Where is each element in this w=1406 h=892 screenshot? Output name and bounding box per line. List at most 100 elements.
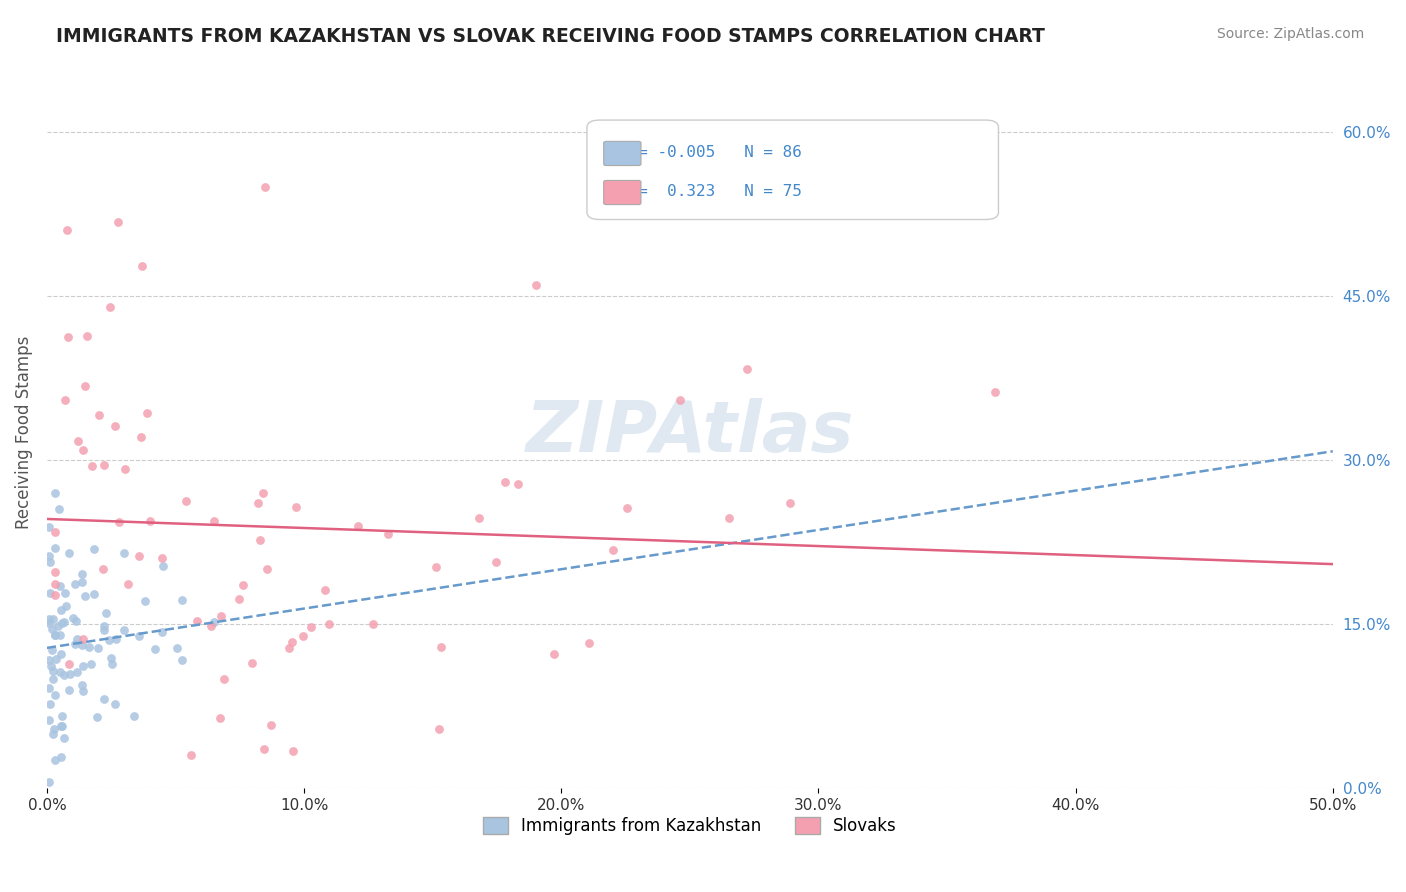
Point xyxy=(543,647,565,661)
Point xyxy=(150,550,173,565)
Point xyxy=(96,606,118,620)
Point xyxy=(117,577,139,591)
Point xyxy=(42,612,65,626)
Point xyxy=(44,565,66,579)
Point xyxy=(361,616,384,631)
Point xyxy=(202,615,225,630)
Point xyxy=(93,692,115,706)
Point xyxy=(208,711,231,725)
Text: R =  0.323   N = 75: R = 0.323 N = 75 xyxy=(619,184,801,199)
Point xyxy=(107,515,129,529)
Point xyxy=(63,577,86,591)
Point xyxy=(602,543,624,558)
Point xyxy=(66,434,89,449)
Point xyxy=(669,392,692,407)
Text: R = -0.005   N = 86: R = -0.005 N = 86 xyxy=(619,145,801,160)
Point xyxy=(212,673,235,687)
Point xyxy=(104,632,127,647)
Point xyxy=(80,657,103,671)
Point xyxy=(63,637,86,651)
Point xyxy=(114,462,136,476)
Point xyxy=(42,673,65,687)
Point xyxy=(39,586,62,600)
Point xyxy=(70,566,93,581)
Point xyxy=(93,619,115,633)
Point xyxy=(170,592,193,607)
Point xyxy=(256,562,278,576)
Point xyxy=(72,442,94,457)
Point xyxy=(128,549,150,563)
Point xyxy=(278,640,301,655)
Point xyxy=(42,727,65,741)
Point xyxy=(72,684,94,698)
Point xyxy=(281,635,304,649)
Point xyxy=(53,585,76,599)
Point xyxy=(318,617,340,632)
Point xyxy=(299,620,322,634)
Point xyxy=(44,541,66,555)
Point xyxy=(38,612,60,626)
Point xyxy=(76,329,98,343)
Point xyxy=(77,640,100,655)
Point xyxy=(494,475,516,490)
FancyBboxPatch shape xyxy=(603,141,641,166)
Point xyxy=(51,603,73,617)
Point xyxy=(180,747,202,762)
Point xyxy=(75,379,97,393)
Point xyxy=(48,618,70,632)
Point xyxy=(38,681,60,695)
Point xyxy=(240,656,263,670)
Point xyxy=(38,555,60,569)
Point xyxy=(89,408,111,422)
Point xyxy=(93,624,115,638)
Point xyxy=(45,652,67,666)
Point xyxy=(104,419,127,434)
Point xyxy=(41,664,63,678)
Point xyxy=(62,610,84,624)
Point xyxy=(717,510,740,524)
Point xyxy=(186,614,208,628)
Text: ZIPAtlas: ZIPAtlas xyxy=(526,398,853,467)
Point xyxy=(91,562,114,576)
Point xyxy=(524,278,547,293)
Point xyxy=(59,666,82,681)
Point xyxy=(86,640,108,655)
Point xyxy=(72,638,94,652)
Point xyxy=(44,628,66,642)
Legend: Immigrants from Kazakhstan, Slovaks: Immigrants from Kazakhstan, Slovaks xyxy=(474,809,905,844)
Point xyxy=(143,642,166,657)
Point xyxy=(427,722,450,736)
Point xyxy=(65,614,87,628)
Point xyxy=(58,657,80,671)
Point xyxy=(122,709,145,723)
Point xyxy=(41,643,63,657)
Point xyxy=(39,658,62,673)
Point xyxy=(150,624,173,639)
Y-axis label: Receiving Food Stamps: Receiving Food Stamps xyxy=(15,336,32,529)
Point xyxy=(253,741,276,756)
Point xyxy=(247,496,270,510)
Point xyxy=(73,589,96,603)
Point xyxy=(53,392,76,407)
Point xyxy=(984,384,1007,399)
Point xyxy=(281,744,304,758)
Point xyxy=(285,500,308,515)
Point xyxy=(51,718,73,732)
Point xyxy=(48,628,70,642)
Point xyxy=(232,578,254,592)
Point xyxy=(166,641,188,656)
Point xyxy=(42,722,65,736)
Point xyxy=(104,697,127,711)
Point xyxy=(209,609,232,624)
Point xyxy=(44,485,66,500)
Point xyxy=(83,542,105,557)
Point xyxy=(93,458,115,473)
Point xyxy=(51,708,73,723)
Point xyxy=(44,577,66,591)
Point xyxy=(506,477,529,491)
Point xyxy=(44,628,66,642)
Point xyxy=(200,619,222,633)
Point xyxy=(70,678,93,692)
Point xyxy=(48,502,70,516)
Point xyxy=(49,665,72,680)
